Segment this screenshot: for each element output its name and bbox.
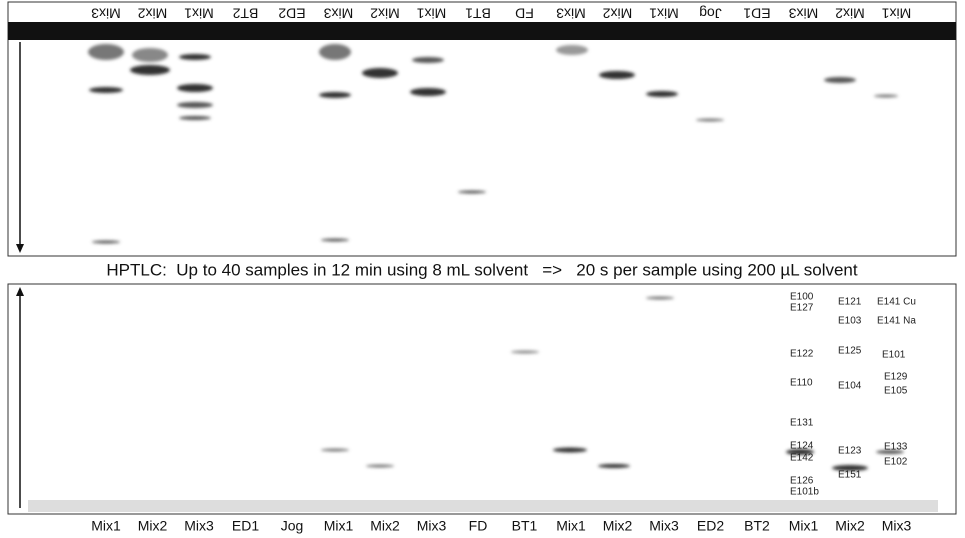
top-lane-label: Mix1 [417, 5, 447, 21]
standard-labels: E100 E127 E121 E141 Cu E103 E141 Na E122… [790, 292, 916, 498]
bottom-lane-label: ED1 [232, 518, 259, 534]
bottom-lane-label: Mix3 [417, 518, 447, 534]
top-lane-label: Mix1 [882, 5, 912, 21]
bottom-lane-label: ED2 [697, 518, 724, 534]
standard-label: E124 [790, 441, 814, 452]
standard-label: E142 [790, 453, 814, 464]
standard-label: E105 [884, 386, 908, 397]
bottom-lane-label: Mix3 [184, 518, 214, 534]
top-lane-label: Mix1 [184, 5, 214, 21]
bottom-lane-label: Mix3 [882, 518, 912, 534]
standard-label: E101b [790, 487, 819, 498]
standard-label: E141 Na [877, 316, 916, 327]
solvent-front [8, 22, 956, 40]
bottom-lane-label: FD [469, 518, 488, 534]
bottom-bands [321, 296, 904, 471]
bottom-lane-label: Jog [281, 518, 304, 534]
standard-label: E122 [790, 349, 814, 360]
top-lane-label: Mix2 [370, 5, 400, 21]
standard-label: E110 [790, 378, 813, 389]
standard-label: E121 [838, 297, 862, 308]
bottom-lane-label: Mix2 [138, 518, 168, 534]
standard-label: E141 Cu [877, 297, 916, 308]
standard-label: E129 [884, 372, 908, 383]
top-lane-label: BT1 [465, 5, 491, 21]
top-lane-label: Jog [699, 5, 722, 21]
top-lane-label: Mix2 [603, 5, 633, 21]
bottom-lane-label: Mix1 [556, 518, 586, 534]
top-lane-label: Mix3 [91, 5, 121, 21]
top-lane-label: Mix3 [556, 5, 586, 21]
standard-label: E103 [838, 316, 862, 327]
bottom-lane-label: Mix2 [370, 518, 400, 534]
top-plate [7, 1, 957, 257]
top-lane-label: FD [515, 5, 534, 21]
standard-label: E102 [884, 457, 908, 468]
bottom-lane-label: Mix1 [324, 518, 354, 534]
bottom-plate [7, 283, 957, 515]
bottom-lane-label: Mix2 [603, 518, 633, 534]
top-lane-label: BT2 [232, 5, 258, 21]
standard-label: E126 [790, 476, 814, 487]
bottom-lane-label: Mix1 [91, 518, 121, 534]
standard-label: E127 [790, 303, 814, 314]
standard-label: E104 [838, 381, 862, 392]
bottom-lane-label: Mix1 [789, 518, 819, 534]
standard-label: E133 [884, 442, 908, 453]
top-lane-label: Mix3 [324, 5, 354, 21]
top-lane-label: ED1 [743, 5, 770, 21]
top-lane-label: Mix2 [835, 5, 865, 21]
standard-label: E151 [838, 470, 862, 481]
standard-label: E125 [838, 346, 862, 357]
standard-label: E100 [790, 292, 814, 303]
arrow-head [16, 287, 24, 296]
arrow-head [16, 244, 24, 253]
bottom-lane-label: BT1 [512, 518, 538, 534]
origin-line [28, 500, 938, 512]
bottom-lane-label: Mix2 [835, 518, 865, 534]
bottom-lane-label: Mix3 [649, 518, 679, 534]
top-lane-label: ED2 [278, 5, 305, 21]
standard-label: E123 [838, 446, 862, 457]
top-lane-label: Mix1 [649, 5, 679, 21]
standard-label: E101 [882, 350, 906, 361]
caption: HPTLC: Up to 40 samples in 12 min using … [106, 260, 858, 279]
top-lane-label: Mix3 [789, 5, 819, 21]
top-lane-label: Mix2 [138, 5, 168, 21]
top-bands [88, 44, 898, 244]
standard-label: E131 [790, 418, 814, 429]
bottom-lane-label: BT2 [744, 518, 770, 534]
